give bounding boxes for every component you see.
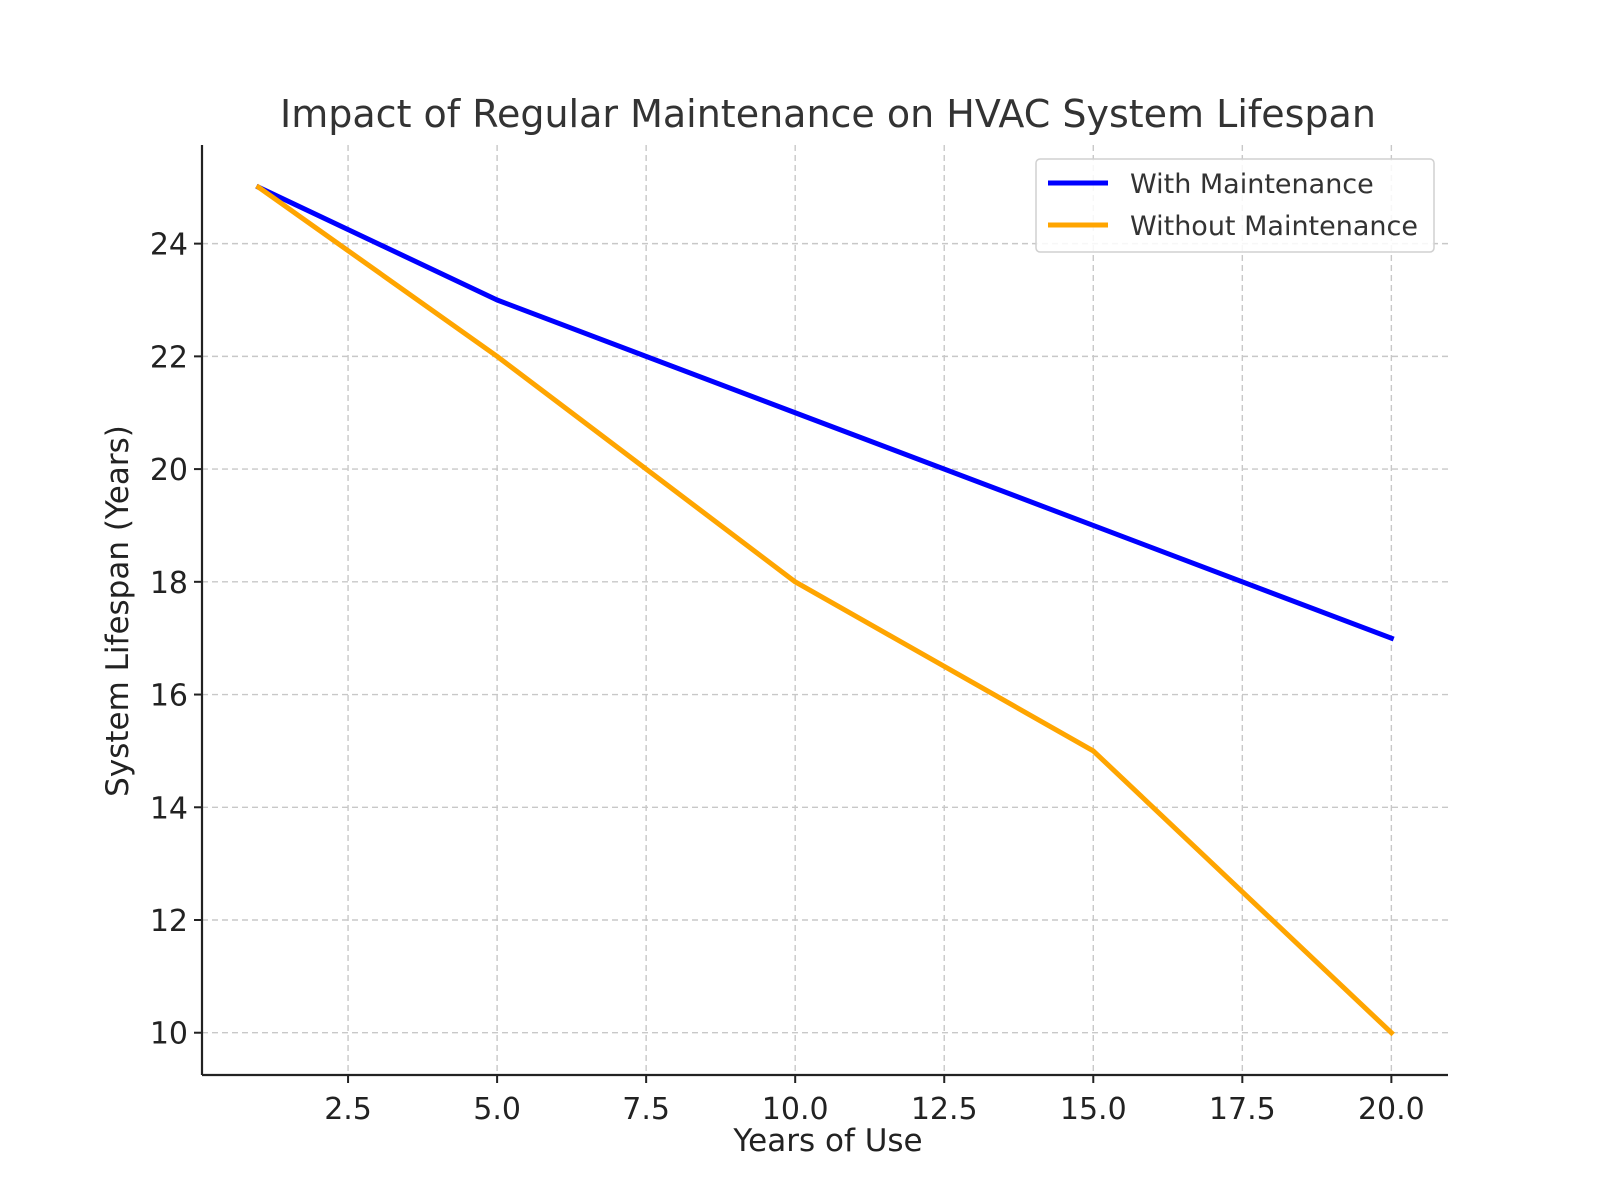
x-tick-label: 12.5	[911, 1092, 978, 1127]
series-line-without-maintenance	[255, 183, 1395, 1037]
y-ticks: 10 12 14 16 18 20 22 24	[150, 228, 202, 1052]
y-tick-label: 20	[150, 453, 188, 488]
x-ticks: 2.5 5.0 7.5 10.0 12.5 15.0 17.5 20.0	[324, 1075, 1425, 1127]
x-tick-label: 15.0	[1060, 1092, 1127, 1127]
y-tick-label: 16	[150, 679, 188, 714]
y-tick-label: 22	[150, 340, 188, 375]
x-tick-label: 17.5	[1209, 1092, 1276, 1127]
grid-lines	[202, 145, 1448, 1075]
series-lines	[255, 183, 1395, 1037]
legend-label: With Maintenance	[1130, 169, 1374, 200]
y-tick-label: 12	[150, 904, 188, 939]
y-tick-label: 14	[150, 791, 188, 826]
y-tick-label: 10	[150, 1017, 188, 1052]
x-tick-label: 5.0	[473, 1092, 521, 1127]
x-tick-label: 10.0	[762, 1092, 829, 1127]
legend-box	[1035, 158, 1435, 253]
x-tick-label: 20.0	[1358, 1092, 1425, 1127]
chart-title: Impact of Regular Maintenance on HVAC Sy…	[280, 92, 1376, 136]
series-line-with-maintenance	[255, 183, 1395, 642]
y-tick-label: 18	[150, 566, 188, 601]
axes	[200, 145, 1448, 1077]
legend: With Maintenance Without Maintenance	[1035, 158, 1435, 253]
x-axis-label: Years of Use	[732, 1123, 922, 1159]
x-tick-label: 2.5	[324, 1092, 372, 1127]
legend-label: Without Maintenance	[1130, 211, 1418, 242]
x-tick-label: 7.5	[622, 1092, 670, 1127]
y-axis-label: System Lifespan (Years)	[100, 425, 136, 797]
y-tick-label: 24	[150, 228, 188, 263]
